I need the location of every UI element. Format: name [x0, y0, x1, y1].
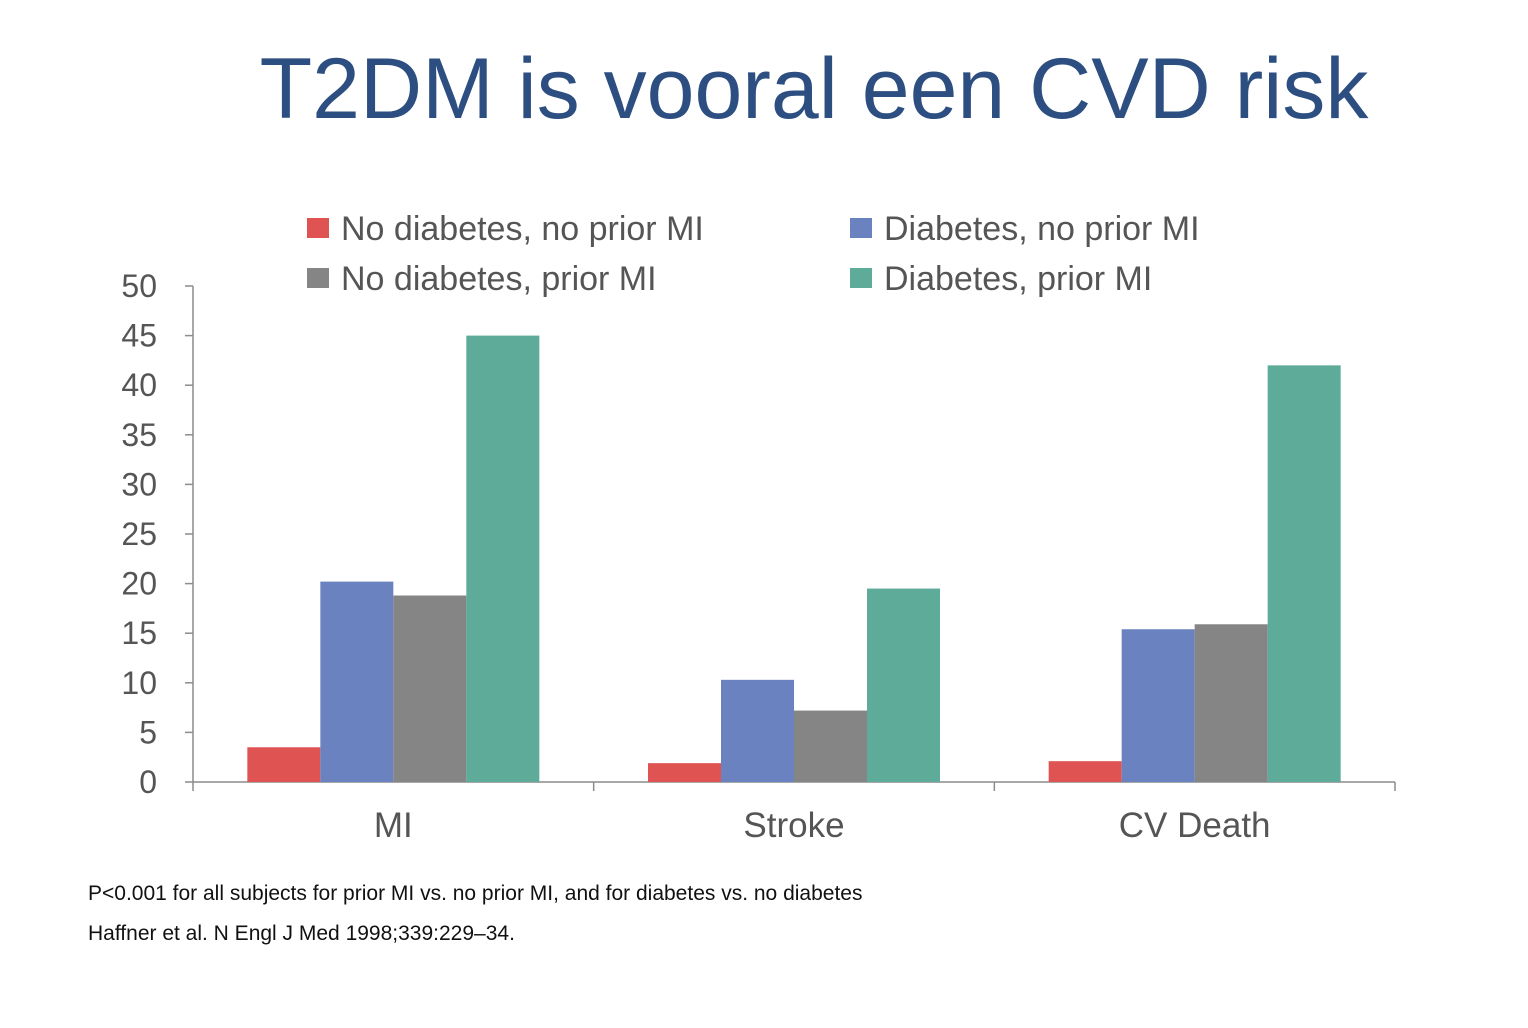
- y-tick-label: 45: [121, 318, 157, 354]
- y-tick-label: 10: [121, 665, 157, 701]
- y-tick-label: 35: [121, 417, 157, 453]
- footnote: P<0.001 for all subjects for prior MI vs…: [88, 882, 863, 905]
- legend-label: Diabetes, prior MI: [884, 260, 1152, 298]
- y-tick-label: 30: [121, 466, 157, 502]
- legend-swatch: [307, 218, 329, 238]
- bar: [247, 747, 321, 782]
- legend-swatch: [850, 268, 872, 288]
- legend-swatch: [850, 218, 872, 238]
- x-tick-label: CV Death: [1119, 806, 1271, 845]
- y-tick-label: 0: [139, 764, 157, 800]
- y-tick-label: 5: [139, 714, 157, 750]
- y-tick-label: 15: [121, 615, 157, 651]
- bar: [721, 679, 794, 782]
- bar: [466, 335, 540, 782]
- bar: [867, 588, 940, 782]
- legend-label: No diabetes, no prior MI: [341, 210, 704, 248]
- bar: [648, 763, 721, 782]
- x-tick-label: Stroke: [743, 806, 844, 845]
- bar: [1267, 365, 1341, 782]
- slide-title: T2DM is vooral een CVD risk: [259, 41, 1369, 137]
- y-tick-label: 40: [121, 367, 157, 403]
- legend-swatch: [307, 268, 329, 288]
- y-tick-label: 50: [121, 268, 157, 304]
- bar: [393, 595, 467, 782]
- bar: [1048, 761, 1122, 782]
- y-tick-label: 20: [121, 566, 157, 602]
- citation: Haffner et al. N Engl J Med 1998;339:229…: [88, 922, 515, 945]
- legend-label: No diabetes, prior MI: [341, 260, 657, 298]
- bars: [247, 335, 1341, 782]
- bar: [320, 581, 394, 782]
- bar: [1121, 629, 1195, 782]
- y-tick-label: 25: [121, 516, 157, 552]
- bar: [794, 710, 867, 782]
- legend: No diabetes, no prior MI Diabetes, no pri…: [307, 210, 1200, 298]
- legend-label: Diabetes, no prior MI: [884, 210, 1200, 248]
- bar: [1194, 624, 1268, 782]
- x-tick-label: MI: [374, 806, 413, 845]
